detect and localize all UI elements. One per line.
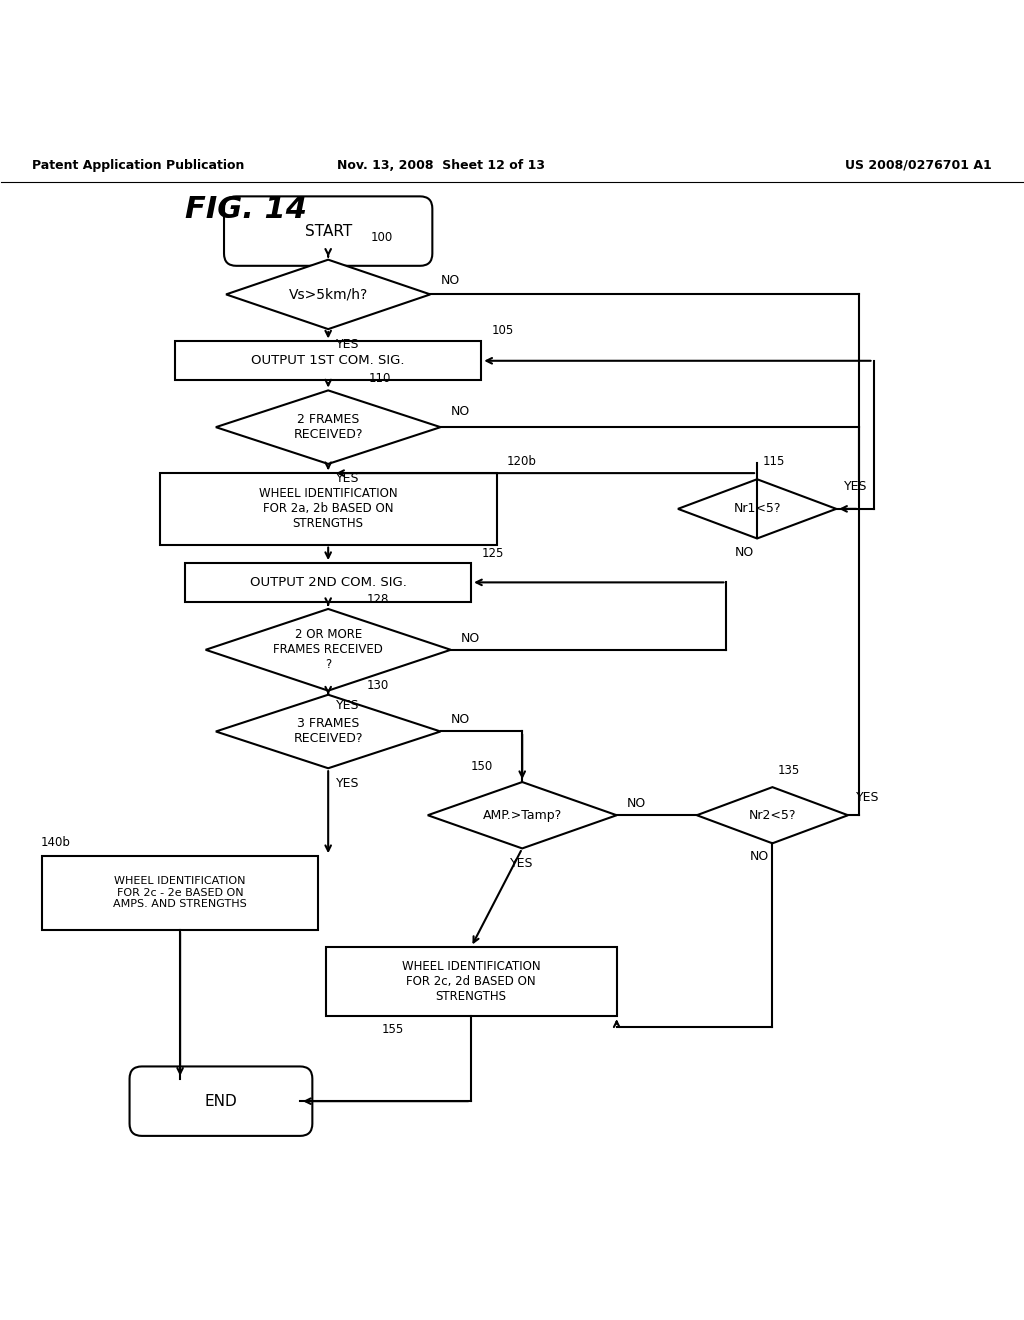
Polygon shape — [428, 781, 616, 849]
Text: WHEEL IDENTIFICATION
FOR 2c - 2e BASED ON
AMPS. AND STRENGTHS: WHEEL IDENTIFICATION FOR 2c - 2e BASED O… — [114, 876, 247, 909]
FancyBboxPatch shape — [224, 197, 432, 265]
Text: NO: NO — [451, 405, 470, 418]
Text: 125: 125 — [481, 546, 504, 560]
Bar — [42, 857, 318, 929]
Text: 3 FRAMES
RECEIVED?: 3 FRAMES RECEIVED? — [294, 718, 362, 746]
Text: START: START — [304, 223, 352, 239]
Text: NO: NO — [451, 713, 470, 726]
Polygon shape — [226, 260, 430, 329]
Text: 150: 150 — [471, 760, 494, 772]
Text: NO: NO — [461, 631, 480, 644]
Bar — [175, 342, 481, 380]
FancyBboxPatch shape — [130, 1067, 312, 1137]
Text: 130: 130 — [367, 678, 389, 692]
Polygon shape — [216, 391, 440, 463]
Text: 120b: 120b — [507, 455, 537, 469]
Text: YES: YES — [336, 776, 359, 789]
Text: YES: YES — [336, 700, 359, 711]
Text: 128: 128 — [367, 593, 389, 606]
Text: NO: NO — [627, 797, 646, 810]
Text: Vs>5km/h?: Vs>5km/h? — [289, 288, 368, 301]
Bar — [160, 473, 497, 545]
Polygon shape — [206, 609, 451, 690]
Text: AMP.>Tamp?: AMP.>Tamp? — [482, 809, 562, 822]
Text: WHEEL IDENTIFICATION
FOR 2a, 2b BASED ON
STRENGTHS: WHEEL IDENTIFICATION FOR 2a, 2b BASED ON… — [259, 487, 397, 531]
Text: Nov. 13, 2008  Sheet 12 of 13: Nov. 13, 2008 Sheet 12 of 13 — [337, 158, 545, 172]
Text: 110: 110 — [369, 372, 391, 385]
Polygon shape — [697, 787, 848, 843]
Text: WHEEL IDENTIFICATION
FOR 2c, 2d BASED ON
STRENGTHS: WHEEL IDENTIFICATION FOR 2c, 2d BASED ON… — [401, 960, 541, 1003]
Text: YES: YES — [845, 480, 868, 494]
Text: 140b: 140b — [40, 836, 70, 849]
Text: 2 FRAMES
RECEIVED?: 2 FRAMES RECEIVED? — [294, 413, 362, 441]
Text: NO: NO — [734, 546, 754, 558]
Text: Nr1<5?: Nr1<5? — [733, 503, 781, 515]
Text: 135: 135 — [777, 764, 800, 777]
Text: YES: YES — [856, 791, 880, 804]
Bar — [185, 564, 471, 602]
Text: 100: 100 — [371, 231, 393, 244]
Text: NO: NO — [750, 850, 769, 863]
Text: Patent Application Publication: Patent Application Publication — [32, 158, 245, 172]
Text: OUTPUT 1ST COM. SIG.: OUTPUT 1ST COM. SIG. — [252, 354, 404, 367]
Text: US 2008/0276701 A1: US 2008/0276701 A1 — [845, 158, 992, 172]
Polygon shape — [216, 694, 440, 768]
Polygon shape — [678, 479, 837, 539]
Text: YES: YES — [336, 338, 359, 351]
Text: FIG. 14: FIG. 14 — [185, 195, 307, 224]
Text: YES: YES — [510, 857, 534, 870]
Text: 2 OR MORE
FRAMES RECEIVED
?: 2 OR MORE FRAMES RECEIVED ? — [273, 628, 383, 672]
Text: NO: NO — [440, 275, 460, 288]
Text: Nr2<5?: Nr2<5? — [749, 809, 797, 822]
Text: 115: 115 — [762, 455, 784, 469]
Text: OUTPUT 2ND COM. SIG.: OUTPUT 2ND COM. SIG. — [250, 576, 407, 589]
Text: 155: 155 — [382, 1023, 404, 1036]
Text: END: END — [205, 1094, 238, 1109]
Text: YES: YES — [336, 473, 359, 486]
Text: 105: 105 — [492, 325, 514, 337]
Bar — [326, 946, 616, 1016]
